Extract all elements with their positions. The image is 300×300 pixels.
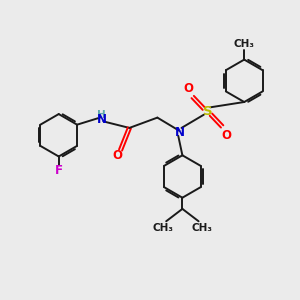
Text: O: O [222,129,232,142]
Text: O: O [112,149,122,162]
Text: H: H [97,110,106,120]
Text: O: O [183,82,193,95]
Text: N: N [96,113,106,127]
Text: CH₃: CH₃ [152,223,173,233]
Text: F: F [55,164,63,177]
Text: N: N [174,126,184,139]
Text: CH₃: CH₃ [234,39,255,49]
Text: CH₃: CH₃ [192,223,213,233]
Text: S: S [202,105,212,118]
